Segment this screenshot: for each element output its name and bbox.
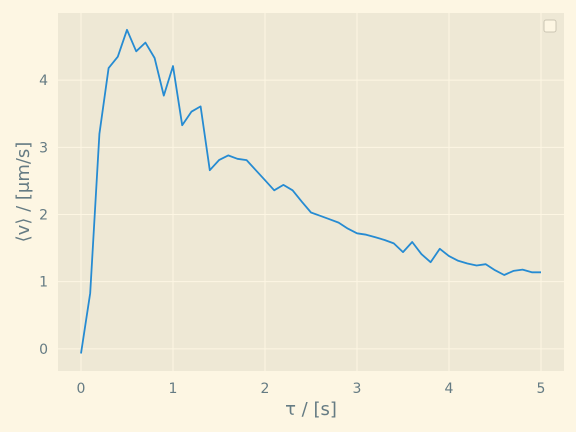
x-tick-label: 3 — [353, 381, 362, 397]
x-ticks: 0 1 2 3 4 5 — [77, 381, 546, 397]
x-tick-label: 2 — [261, 381, 270, 397]
x-tick-label: 1 — [169, 381, 178, 397]
x-tick-label: 5 — [537, 381, 546, 397]
x-axis-label: τ / [s] — [285, 399, 337, 420]
x-tick-label: 4 — [445, 381, 454, 397]
y-ticks: 0 1 2 3 4 — [39, 73, 48, 358]
legend-box — [543, 19, 557, 33]
y-tick-label: 3 — [39, 140, 48, 156]
series — [80, 28, 541, 354]
x-tick-label: 0 — [77, 381, 86, 397]
y-tick-label: 1 — [39, 275, 48, 291]
series-line — [80, 28, 541, 354]
plot-area — [58, 13, 564, 371]
y-axis-label: ⟨v⟩ / [μm/s] — [13, 142, 34, 243]
y-tick-label: 4 — [39, 73, 48, 89]
grid — [58, 13, 564, 371]
y-tick-label: 2 — [39, 208, 48, 224]
y-tick-label: 0 — [39, 342, 48, 358]
